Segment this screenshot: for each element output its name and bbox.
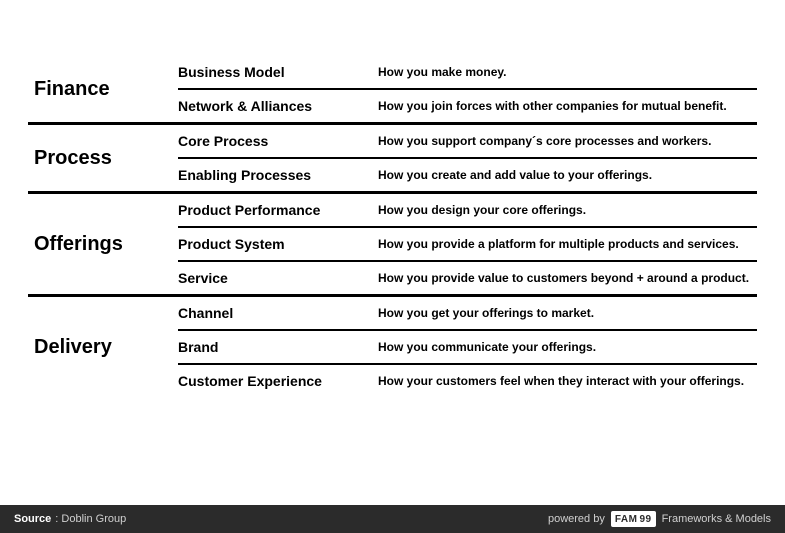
table-row: Enabling Processes How you create and ad…	[178, 157, 757, 191]
row-desc: How you communicate your offerings.	[378, 340, 757, 354]
footer-source: Source : Doblin Group	[14, 513, 126, 525]
table-row: Brand How you communicate your offerings…	[178, 329, 757, 363]
footer-bar: Source : Doblin Group powered by FAM 99 …	[0, 505, 785, 533]
badge-99: 99	[639, 514, 651, 525]
row-type: Product System	[178, 236, 378, 252]
table-row: Customer Experience How your customers f…	[178, 363, 757, 397]
row-desc: How you design your core offerings.	[378, 203, 757, 217]
category-finance: Finance Business Model How you make mone…	[28, 56, 757, 125]
category-rows: Product Performance How you design your …	[178, 194, 757, 294]
row-type: Service	[178, 270, 378, 286]
category-process: Process Core Process How you support com…	[28, 125, 757, 194]
row-type: Business Model	[178, 64, 378, 80]
footer-powered: powered by FAM 99 Frameworks & Models	[548, 511, 771, 527]
row-type: Product Performance	[178, 202, 378, 218]
row-desc: How you get your offerings to market.	[378, 306, 757, 320]
powered-by-label: powered by	[548, 513, 605, 525]
row-type: Channel	[178, 305, 378, 321]
row-desc: How you support company´s core processes…	[378, 134, 757, 148]
framework-table: Finance Business Model How you make mone…	[28, 56, 757, 397]
category-rows: Channel How you get your offerings to ma…	[178, 297, 757, 397]
category-rows: Business Model How you make money. Netwo…	[178, 56, 757, 122]
category-label: Process	[28, 125, 178, 191]
row-type: Core Process	[178, 133, 378, 149]
category-rows: Core Process How you support company´s c…	[178, 125, 757, 191]
row-desc: How you create and add value to your off…	[378, 168, 757, 182]
row-type: Brand	[178, 339, 378, 355]
category-label: Delivery	[28, 297, 178, 397]
table-row: Product Performance How you design your …	[178, 194, 757, 226]
page: Finance Business Model How you make mone…	[0, 0, 785, 533]
row-desc: How you provide value to customers beyon…	[378, 271, 757, 285]
category-offerings: Offerings Product Performance How you de…	[28, 194, 757, 297]
row-desc: How you join forces with other companies…	[378, 99, 757, 113]
table-row: Network & Alliances How you join forces …	[178, 88, 757, 122]
row-desc: How you provide a platform for multiple …	[378, 237, 757, 251]
fam99-badge: FAM 99	[611, 511, 656, 527]
category-label: Offerings	[28, 194, 178, 294]
row-type: Customer Experience	[178, 373, 378, 389]
table-row: Business Model How you make money.	[178, 56, 757, 88]
table-row: Product System How you provide a platfor…	[178, 226, 757, 260]
source-value: : Doblin Group	[55, 513, 126, 525]
row-type: Enabling Processes	[178, 167, 378, 183]
table-row: Service How you provide value to custome…	[178, 260, 757, 294]
table-row: Channel How you get your offerings to ma…	[178, 297, 757, 329]
badge-fam: FAM	[615, 514, 638, 525]
category-delivery: Delivery Channel How you get your offeri…	[28, 297, 757, 397]
category-label: Finance	[28, 56, 178, 122]
row-type: Network & Alliances	[178, 98, 378, 114]
row-desc: How you make money.	[378, 65, 757, 79]
row-desc: How your customers feel when they intera…	[378, 374, 757, 388]
table-row: Core Process How you support company´s c…	[178, 125, 757, 157]
source-label: Source	[14, 513, 51, 525]
footer-tagline: Frameworks & Models	[662, 513, 771, 525]
